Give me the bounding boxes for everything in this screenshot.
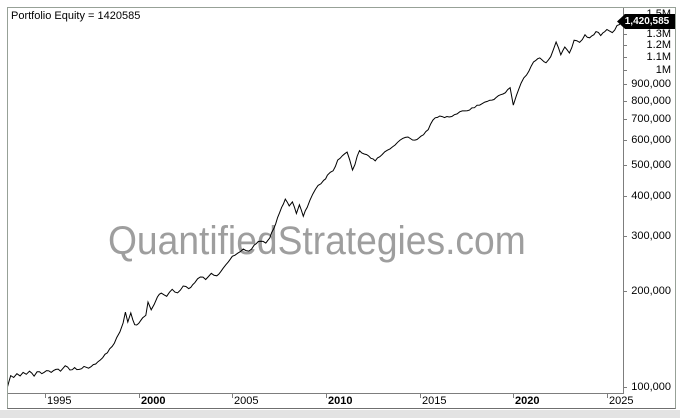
y-tick-label: 500,000 xyxy=(631,159,671,171)
y-tick-mark xyxy=(623,70,627,71)
y-tick-mark xyxy=(623,165,627,166)
y-tick-label: 1.2M xyxy=(646,39,671,51)
y-tick-label: 900,000 xyxy=(631,78,671,90)
x-tick-mark xyxy=(45,394,46,398)
portfolio-equity-title: Portfolio Equity = 1420585 xyxy=(11,10,141,22)
x-tick-label: 2020 xyxy=(515,395,540,407)
y-tick-label: 1M xyxy=(655,64,671,76)
x-tick-label: 2015 xyxy=(422,395,447,407)
x-tick-mark xyxy=(513,394,514,398)
x-tick-mark xyxy=(139,394,140,398)
y-tick-label: 400,000 xyxy=(631,190,671,202)
x-tick-label: 2025 xyxy=(609,395,634,407)
y-tick-label: 800,000 xyxy=(631,95,671,107)
y-tick-mark xyxy=(623,101,627,102)
x-tick-label: 2005 xyxy=(234,395,259,407)
y-tick-label: 1.1M xyxy=(646,51,671,63)
x-tick-mark xyxy=(420,394,421,398)
y-tick-label: 600,000 xyxy=(631,134,671,146)
chart-window: QuantifiedStrategies.com Portfolio Equit… xyxy=(7,7,676,409)
x-tick-label: 2010 xyxy=(328,395,353,407)
y-tick-label: 700,000 xyxy=(631,113,671,125)
y-tick-mark xyxy=(623,84,627,85)
x-tick-mark xyxy=(326,394,327,398)
y-tick-mark xyxy=(623,45,627,46)
y-tick-mark xyxy=(623,236,627,237)
y-tick-mark xyxy=(623,57,627,58)
y-tick-label: 1.3M xyxy=(646,28,671,40)
x-tick-label: 1995 xyxy=(47,395,72,407)
y-tick-mark xyxy=(623,140,627,141)
page-bottom-strip xyxy=(0,410,680,418)
y-tick-mark xyxy=(623,196,627,197)
x-tick-label: 2000 xyxy=(141,395,166,407)
x-tick-mark xyxy=(232,394,233,398)
x-tick-mark xyxy=(607,394,608,398)
y-tick-mark xyxy=(623,34,627,35)
y-tick-mark xyxy=(623,387,627,388)
current-value-badge: 1,420,585 xyxy=(617,14,675,29)
y-tick-label: 100,000 xyxy=(631,381,671,393)
watermark-text: QuantifiedStrategies.com xyxy=(108,219,526,263)
y-tick-mark xyxy=(623,119,627,120)
equity-line xyxy=(8,21,623,387)
y-tick-label: 300,000 xyxy=(631,230,671,242)
y-tick-label: 200,000 xyxy=(631,285,671,297)
plot-area: QuantifiedStrategies.com Portfolio Equit… xyxy=(8,8,624,394)
equity-chart xyxy=(8,21,623,387)
y-tick-mark xyxy=(623,291,627,292)
